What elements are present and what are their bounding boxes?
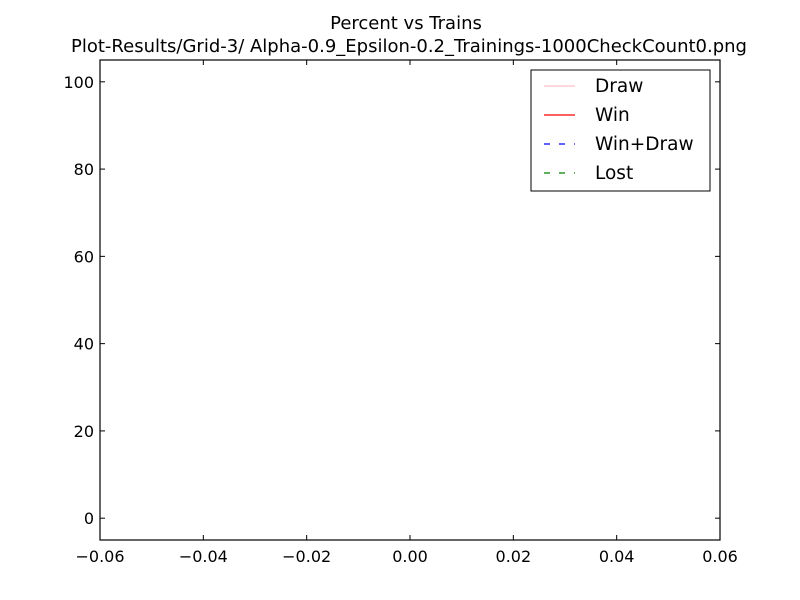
x-tick-label: −0.02 <box>282 547 331 566</box>
legend: Draw Win Win+Draw Lost <box>531 70 710 191</box>
x-tick-label: 0.04 <box>599 547 635 566</box>
legend-label: Lost <box>595 163 633 184</box>
chart-title: Percent vs Trains <box>330 13 482 34</box>
x-tick-label: −0.04 <box>179 547 228 566</box>
y-tick-label: 20 <box>74 422 94 441</box>
y-tick-label: 60 <box>74 247 94 266</box>
y-tick-label: 0 <box>84 509 94 528</box>
x-tick-label: 0.02 <box>496 547 532 566</box>
legend-label: Draw <box>595 76 643 97</box>
legend-label: Win+Draw <box>595 134 694 155</box>
x-tick-label: 0.00 <box>392 547 428 566</box>
x-tick-label: 0.06 <box>702 547 738 566</box>
legend-label: Win <box>595 105 630 126</box>
x-tick-label: −0.06 <box>75 547 124 566</box>
chart-subtitle: Plot-Results/Grid-3/ Alpha-0.9_Epsilon-0… <box>71 36 747 57</box>
y-tick-label: 40 <box>74 335 94 354</box>
y-tick-label: 100 <box>63 73 94 92</box>
y-tick-label: 80 <box>74 160 94 179</box>
